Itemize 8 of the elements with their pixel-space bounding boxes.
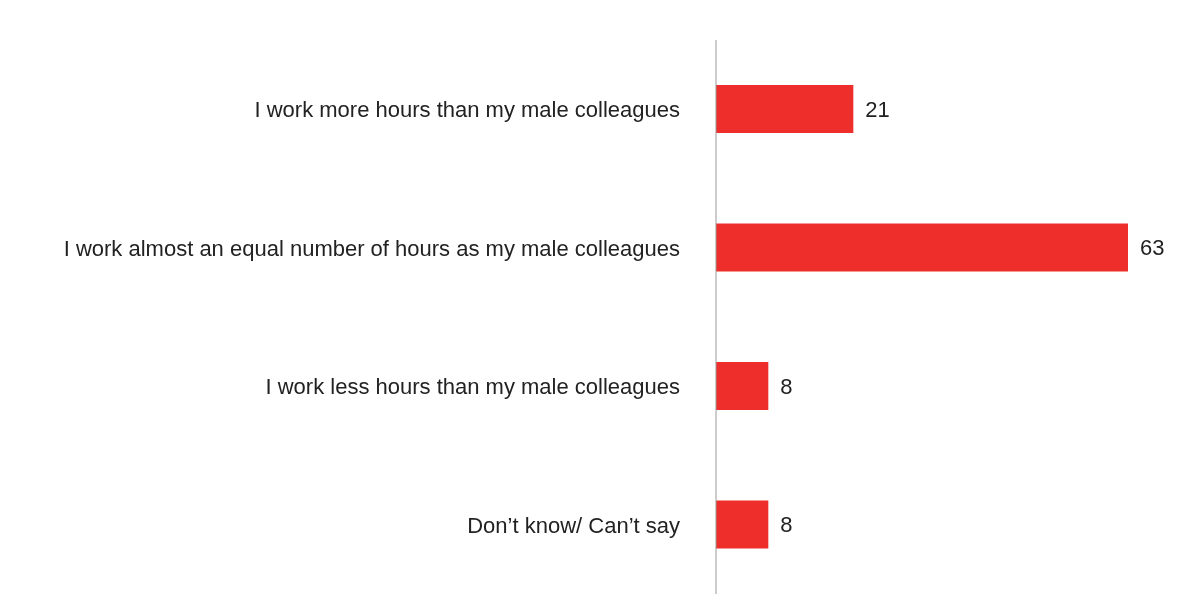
data-label: 21 <box>865 96 890 122</box>
y-tick-label: I work more hours than my male colleagues <box>254 97 680 123</box>
y-tick-label: I work less hours than my male colleagues <box>265 374 680 400</box>
y-tick-label: I work almost an equal number of hours as my male colleagues <box>63 235 680 261</box>
data-label: 8 <box>780 373 793 399</box>
data-label: 63 <box>1140 235 1165 261</box>
data-label: 8 <box>780 512 793 538</box>
y-tick-label: Don’t know/ Can’t say <box>467 512 680 538</box>
